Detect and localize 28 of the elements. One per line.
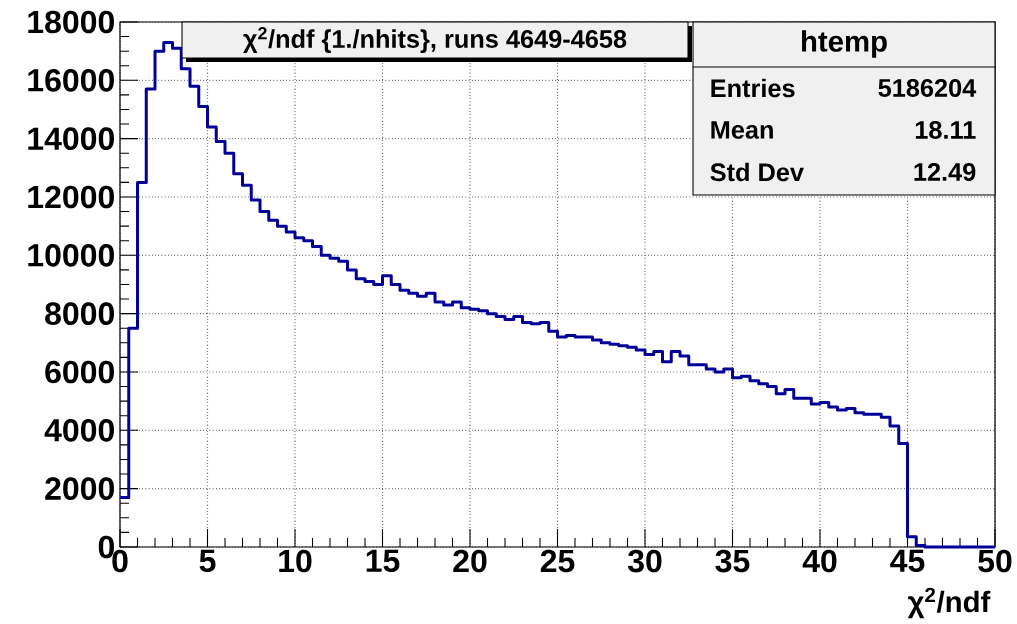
- x-tick-label: 25: [540, 549, 575, 573]
- chart-title: χ$^{2}$/ndf {1./nhits}, runs 4649-4658: [243, 26, 627, 53]
- x-tick-label: 50: [978, 549, 1012, 573]
- y-tick-label: 16000: [28, 69, 114, 92]
- x-tick-label: 15: [366, 549, 400, 573]
- x-tick-label: 30: [627, 549, 662, 573]
- annotation: 5186204: [878, 79, 977, 97]
- y-tick-label: 12000: [28, 185, 114, 209]
- annotation: Std Dev: [710, 162, 804, 182]
- y-tick-label: 18000: [28, 10, 114, 34]
- annotation: htemp: [802, 30, 887, 58]
- y-tick-label: 6000: [45, 360, 114, 384]
- y-tick-label: 14000: [28, 127, 114, 150]
- annotation: 12.49: [914, 163, 976, 181]
- x-tick-label: 5: [199, 549, 216, 573]
- y-tick-label: 2000: [45, 477, 114, 500]
- x-tick-label: 40: [802, 549, 837, 573]
- y-tick-label: 8000: [45, 302, 114, 325]
- y-tick-label: 4000: [44, 419, 114, 442]
- x-axis-title: χ$^{2}$/ndf: [907, 587, 991, 619]
- x-tick-label: 10: [279, 549, 312, 573]
- annotation: 18.11: [915, 121, 976, 139]
- annotation: Mean: [711, 121, 773, 139]
- x-tick-label: 35: [715, 549, 750, 573]
- x-tick-label: 45: [890, 549, 925, 573]
- y-tick-label: 10000: [28, 244, 114, 267]
- annotation: Entries: [711, 78, 795, 98]
- x-tick-label: 20: [453, 549, 487, 573]
